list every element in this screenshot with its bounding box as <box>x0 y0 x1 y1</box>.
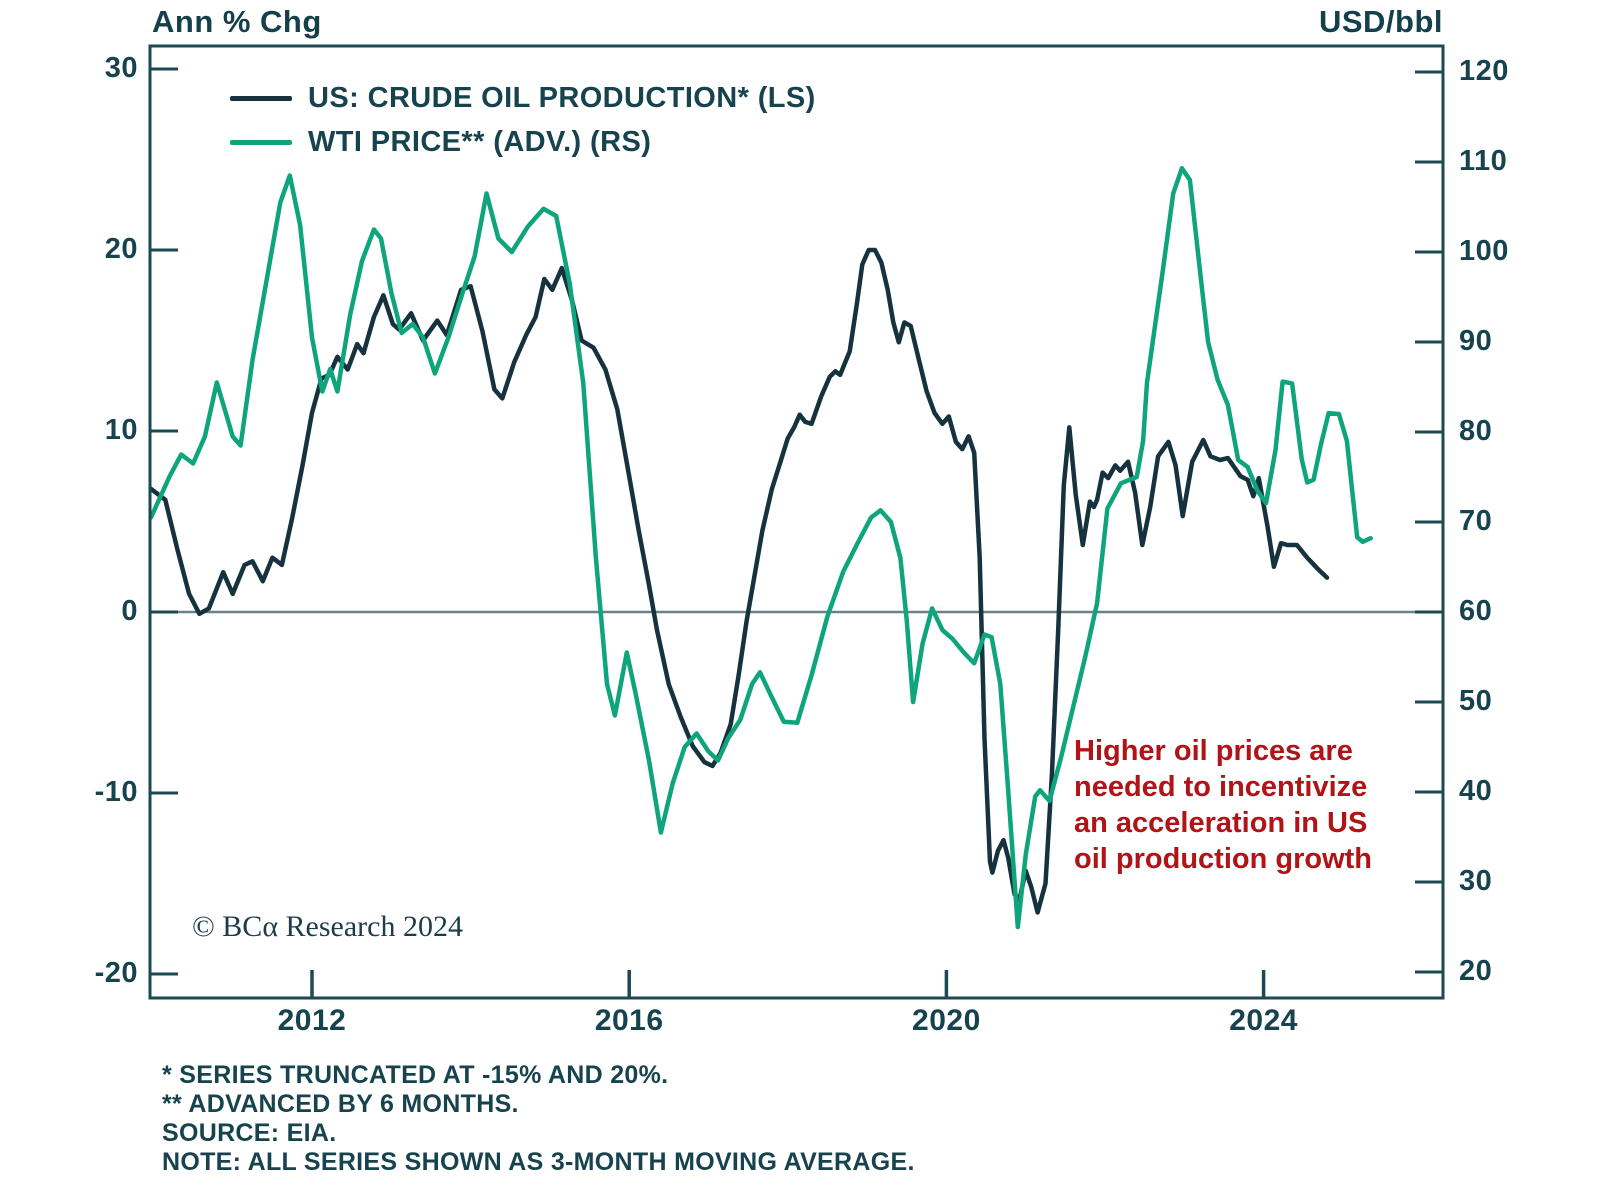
x-axis-year-label: 2016 <box>594 1004 664 1037</box>
right-axis-tick-label: 20 <box>1459 955 1493 987</box>
right-axis-title: USD/bbl <box>1318 4 1443 39</box>
left-axis-tick-label: -20 <box>94 957 138 989</box>
right-axis-tick-label: 110 <box>1459 145 1508 177</box>
right-axis-tick-label: 40 <box>1459 775 1493 807</box>
right-axis-tick-label: 80 <box>1459 415 1493 447</box>
right-axis-tick-label: 70 <box>1459 505 1493 537</box>
footnote-line: SOURCE: EIA. <box>162 1119 337 1147</box>
left-axis-tick-label: 20 <box>104 233 138 265</box>
production-line-swatch <box>230 95 292 101</box>
legend-item-production: US: CRUDE OIL PRODUCTION* (LS) <box>230 76 816 120</box>
right-axis-tick-label: 120 <box>1459 55 1509 87</box>
legend-item-wti: WTI PRICE** (ADV.) (RS) <box>230 120 816 164</box>
right-axis-tick-label: 30 <box>1459 865 1493 897</box>
footnote-line: ** ADVANCED BY 6 MONTHS. <box>162 1090 519 1118</box>
left-axis-title: Ann % Chg <box>152 4 322 39</box>
right-axis-tick-label: 100 <box>1459 235 1509 267</box>
left-axis-tick-label: 0 <box>121 595 138 627</box>
legend-label-production: US: CRUDE OIL PRODUCTION* (LS) <box>308 81 816 114</box>
left-axis-tick-label: 10 <box>104 414 138 446</box>
x-axis-year-label: 2024 <box>1229 1004 1298 1037</box>
copyright-note: © BCα Research 2024 <box>192 910 463 943</box>
right-axis-tick-label: 90 <box>1459 325 1493 357</box>
left-axis-tick-label: -10 <box>94 776 138 808</box>
right-axis-tick-label: 60 <box>1459 595 1493 627</box>
legend: US: CRUDE OIL PRODUCTION* (LS) WTI PRICE… <box>230 76 816 164</box>
left-axis-tick-label: 30 <box>104 52 138 84</box>
annotation-callout: Higher oil prices are needed to incentiv… <box>1074 735 1373 875</box>
legend-label-wti: WTI PRICE** (ADV.) (RS) <box>308 125 652 158</box>
wti-line-swatch <box>230 139 292 145</box>
footnote-line: NOTE: ALL SERIES SHOWN AS 3-MONTH MOVING… <box>162 1148 915 1176</box>
footnote-line: * SERIES TRUNCATED AT -15% AND 20%. <box>162 1061 669 1089</box>
x-axis-year-label: 2020 <box>912 1004 981 1037</box>
footnotes: * SERIES TRUNCATED AT -15% AND 20%. ** AD… <box>162 1061 915 1177</box>
x-axis-year-label: 2012 <box>277 1004 347 1037</box>
right-axis-tick-label: 50 <box>1459 685 1493 717</box>
